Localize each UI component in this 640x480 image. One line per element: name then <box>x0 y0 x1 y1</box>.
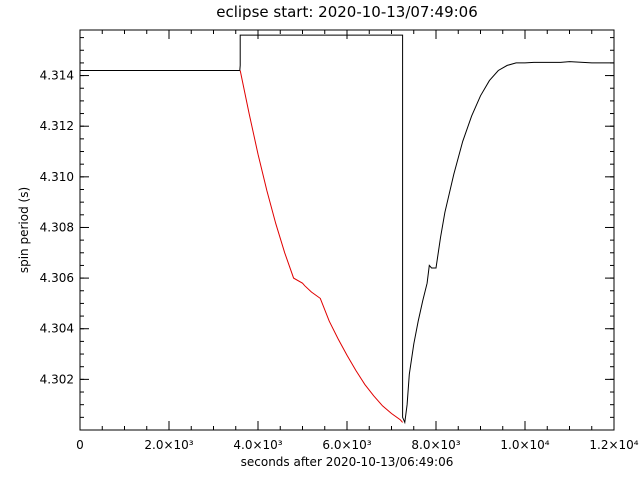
y-tick-label: 4.310 <box>40 170 74 184</box>
x-tick-label: 1.2×10⁴ <box>589 438 638 452</box>
axis-ticks: 0 2.0×10³ 4.0×10³ 6.0×10³ 8.0×10³ 1.0×10⁴ 1.2×… <box>40 30 639 452</box>
x-tick-label: 6.0×10³ <box>322 438 371 452</box>
y-tick-label: 4.304 <box>40 322 74 336</box>
data-series <box>80 34 614 425</box>
x-tick-label: 8.0×10³ <box>411 438 460 452</box>
x-tick-label: 4.0×10³ <box>233 438 282 452</box>
y-tick-label: 4.302 <box>40 372 74 386</box>
x-tick-label: 1.0×10⁴ <box>500 438 549 452</box>
chart-title: eclipse start: 2020-10-13/07:49:06 <box>216 3 478 21</box>
x-axis-label: seconds after 2020-10-13/06:49:06 <box>241 455 454 469</box>
spin-period-line-red <box>239 70 403 423</box>
spin-period-line-black <box>80 34 614 425</box>
plot-frame <box>79 29 615 431</box>
y-tick-label: 4.312 <box>40 119 74 133</box>
y-tick-label: 4.314 <box>40 69 74 83</box>
x-tick-label: 2.0×10³ <box>144 438 193 452</box>
y-tick-label: 4.308 <box>40 220 74 234</box>
y-axis-label: spin period (s) <box>17 187 31 273</box>
x-tick-label: 0 <box>76 438 84 452</box>
y-tick-label: 4.306 <box>40 271 74 285</box>
